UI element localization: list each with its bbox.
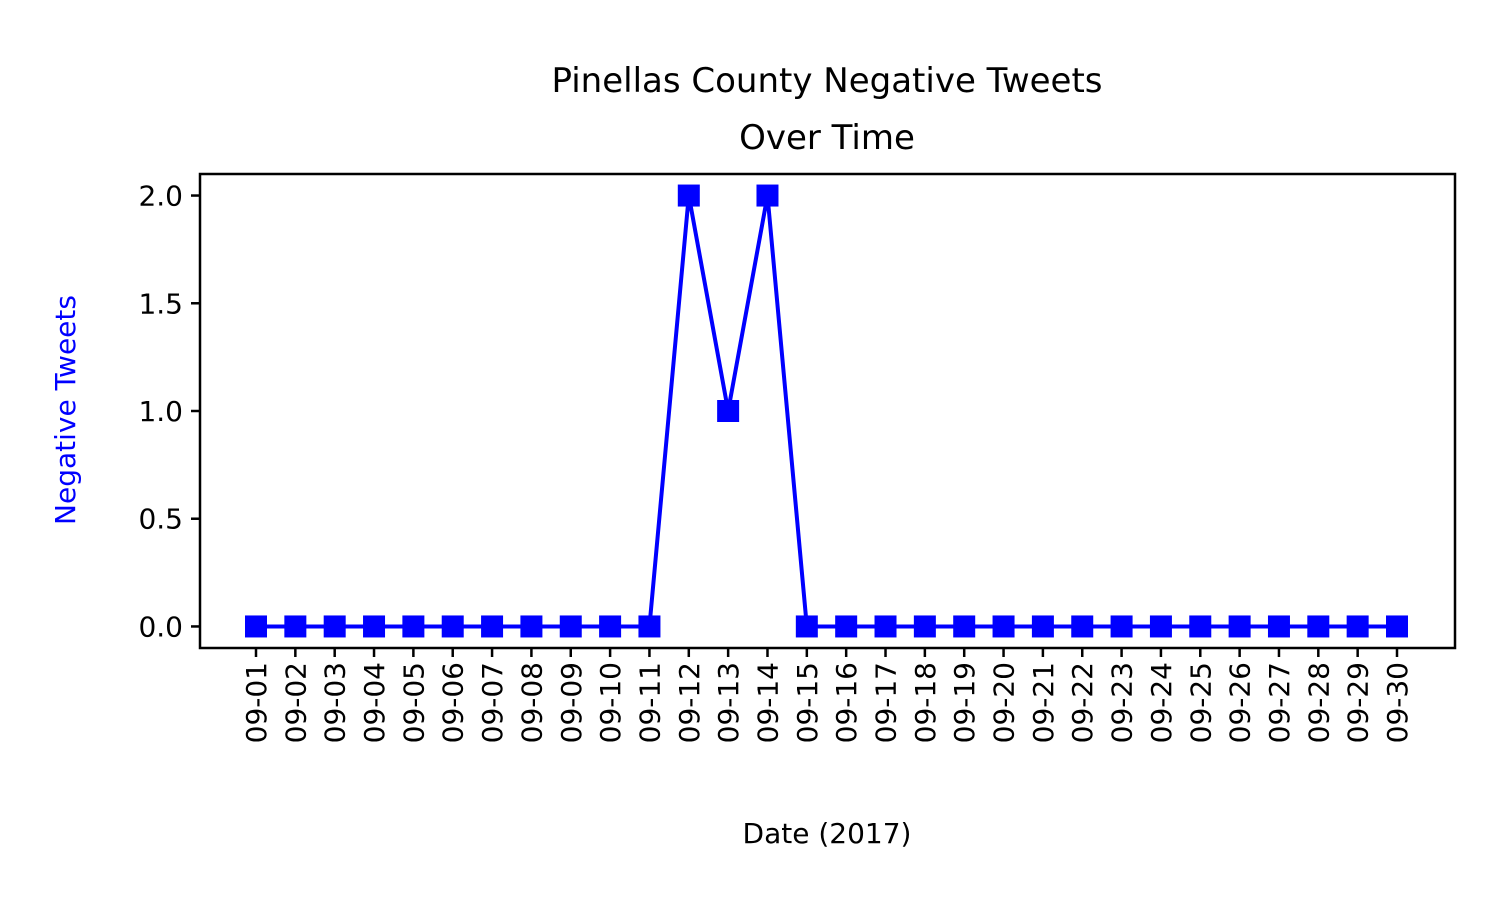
- x-tick-label: 09-07: [476, 662, 509, 743]
- y-tick-label: 1.5: [138, 287, 183, 320]
- data-point-marker: [284, 615, 307, 638]
- data-point-marker: [1031, 615, 1054, 638]
- data-point-marker: [559, 615, 582, 638]
- x-tick-label: 09-14: [751, 662, 784, 743]
- data-point-marker: [520, 615, 543, 638]
- data-point-marker: [1149, 615, 1172, 638]
- data-point-marker: [1346, 615, 1369, 638]
- x-tick-label: 09-10: [594, 662, 627, 743]
- x-tick-label: 09-21: [1027, 662, 1060, 743]
- data-point-marker: [1307, 615, 1330, 638]
- data-point-marker: [795, 615, 818, 638]
- series-line: [256, 193, 1397, 629]
- data-point-marker: [638, 615, 661, 638]
- data-point-marker: [245, 615, 267, 638]
- x-tick-label: 09-26: [1224, 662, 1257, 743]
- data-point-marker: [717, 400, 740, 422]
- data-point-marker: [1110, 615, 1133, 638]
- plot-area: 0.0 0.5 1.0 1.5 2.0 09-01 09-02 09-03 09-04 09-05…: [138, 180, 1414, 744]
- x-tick-label: 09-03: [319, 662, 352, 743]
- data-point-marker: [481, 615, 504, 638]
- x-tick-label: 09-25: [1184, 662, 1217, 743]
- data-point-marker: [323, 615, 346, 638]
- data-point-marker: [1386, 615, 1408, 638]
- plot-frame: [198, 172, 1457, 650]
- x-tick-label: 09-08: [515, 662, 548, 743]
- data-point-marker: [441, 615, 464, 638]
- x-tick-label: 09-28: [1302, 662, 1335, 743]
- x-tick-label: 09-02: [279, 662, 312, 743]
- data-point-marker: [953, 615, 976, 638]
- y-tick-label: 0.0: [138, 610, 183, 643]
- x-tick-label: 09-01: [240, 662, 273, 743]
- x-axis-label: Date (2017): [743, 817, 912, 850]
- data-point-marker: [363, 615, 386, 638]
- y-tick-label: 1.0: [138, 395, 183, 428]
- data-point-marker: [874, 615, 897, 638]
- x-tick-label: 09-27: [1263, 662, 1296, 743]
- data-point-marker: [1228, 615, 1251, 638]
- y-tick-label: 2.0: [138, 180, 183, 213]
- y-tick-label: 0.5: [138, 503, 183, 536]
- data-point-marker: [1071, 615, 1094, 638]
- data-point-marker: [677, 184, 700, 207]
- data-point-marker: [756, 184, 779, 207]
- x-tick-label: 09-23: [1106, 662, 1139, 743]
- x-tick-label: 09-06: [437, 662, 470, 743]
- x-tick-label: 09-24: [1145, 662, 1178, 743]
- x-tick-label: 09-22: [1066, 662, 1099, 743]
- x-tick-label: 09-13: [712, 662, 745, 743]
- x-tick-label: 09-29: [1342, 662, 1375, 743]
- chart-title-line-2: Over Time: [739, 118, 915, 158]
- x-tick-label: 09-30: [1381, 662, 1414, 743]
- x-tick-label: 09-17: [870, 662, 903, 743]
- x-tick-label: 09-15: [791, 662, 824, 743]
- x-tick-label: 09-04: [358, 662, 391, 743]
- x-tick-label: 09-19: [948, 662, 981, 743]
- x-tick-label: 09-20: [988, 662, 1021, 743]
- data-point-marker: [835, 615, 858, 638]
- data-point-marker: [599, 615, 622, 638]
- chart-title-line-1: Pinellas County Negative Tweets: [551, 61, 1102, 101]
- data-point-marker: [1189, 615, 1212, 638]
- x-tick-label: 09-09: [555, 662, 588, 743]
- x-tick-label: 09-05: [397, 662, 430, 743]
- data-point-marker: [1267, 615, 1290, 638]
- x-tick-label: 09-18: [909, 662, 942, 743]
- data-point-marker: [913, 615, 936, 638]
- x-tick-label: 09-16: [830, 662, 863, 743]
- x-tick-label: 09-12: [673, 662, 706, 743]
- x-tick-label: 09-11: [633, 662, 666, 743]
- y-axis-label: Negative Tweets: [49, 295, 82, 525]
- data-point-marker: [402, 615, 425, 638]
- data-point-marker: [992, 615, 1015, 638]
